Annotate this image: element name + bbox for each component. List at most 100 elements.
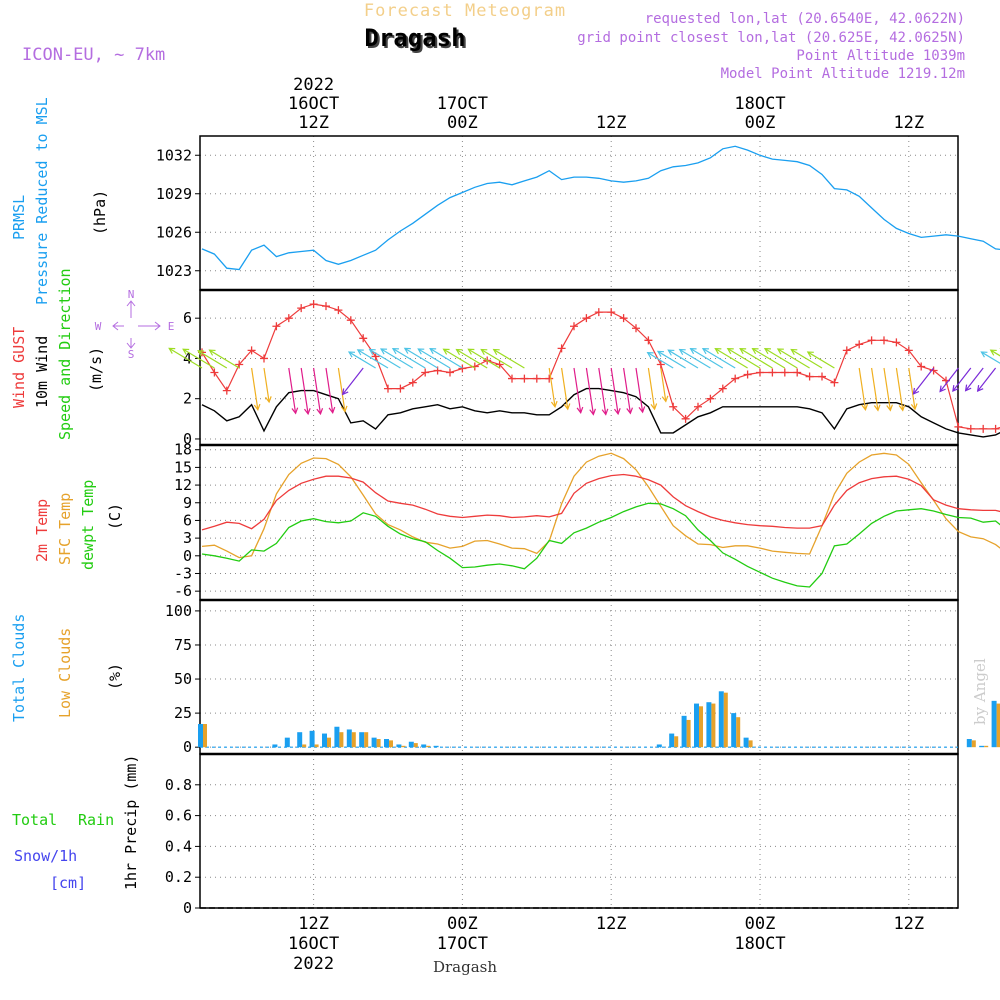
wind-arrow [404,347,438,369]
y-tick-label: 18 [174,441,192,459]
gust-marker [458,364,467,373]
gust-marker [818,372,826,381]
total-cloud-bar [297,732,303,748]
gust-marker [545,374,554,383]
time-tick-label: 12Z [893,113,924,133]
wind-arrow-head [739,348,747,355]
prmsl-label: PRMSL [10,195,28,240]
wind-arrow [561,367,569,410]
time-tick-label: 12Z [298,113,329,133]
bottom-time-axis: 12Z16OCT202200Z17OCT12Z00Z18OCT12Z00Z19O… [288,914,924,974]
wind-arrow-head [912,387,920,395]
gust-marker [644,336,653,345]
wind-arrow [895,367,904,411]
total-cloud-bar [966,739,972,748]
panel-2: 0 2 4 6 [183,289,959,448]
gust-marker [396,384,405,393]
dewpt-line [201,502,1000,588]
gust-marker [421,368,430,377]
gust-marker [855,340,864,349]
low-cloud-bar [736,717,741,748]
panel-5: 0 0.2 0.4 0.6 0.8 [165,753,959,917]
gust-marker [966,424,975,433]
temp-labels: 2m Temp SFC Temp dewpt Temp (C) [33,480,124,570]
wind-arrow-head [492,348,500,356]
y-tick-label: 0 [183,430,192,448]
wind-arrow [858,367,867,410]
gust-marker [297,304,306,313]
wind-arrow [182,348,215,369]
y-tick-label: 12 [174,476,192,494]
wind-arrow [585,367,594,415]
time-tick-label: 16OCT [288,94,339,114]
total-cloud-bar [694,703,699,748]
gust-marker [607,308,616,317]
wind-arrow [443,348,476,369]
wind-arrow [610,367,619,414]
wind-arrow [965,367,984,391]
gust-marker [247,346,256,355]
total-cloud-bar [371,737,377,748]
wind-arrow [777,348,810,369]
total-cloud-bar [991,700,997,748]
wind-arrow [573,367,582,413]
total-clouds-label: Total Clouds [10,614,28,722]
gust-marker [718,384,727,393]
gust-marker [260,354,268,363]
wind-arrow-head [417,348,425,355]
time-tick-label: 17OCT [437,94,488,114]
wind-arrow [764,348,798,369]
gust-marker [656,360,665,369]
time-tick-label: 12Z [596,113,627,133]
gust-marker [694,402,702,411]
y-tick-label: 2 [183,390,192,408]
wind-arrow-head [726,348,734,355]
cloud-labels: Total Clouds Low Clouds (%) [10,614,124,722]
gust-marker [892,338,901,347]
low-cloud-bar [351,732,356,748]
total-cloud-bar [284,737,290,748]
y-tick-label: 0.4 [165,837,192,855]
wind-arrow [468,348,500,369]
gust-marker [619,314,628,323]
time-tick-label: 12Z [298,914,329,934]
location-shadow: Dragash [366,26,467,54]
wind-arrow-head [316,408,324,416]
model-name: ICON-EU, ~ 7km [22,45,165,65]
low-cloud-bar [327,737,331,748]
total-cloud-bar [198,724,203,748]
wind-arrow [480,349,513,369]
total-cloud-bar [421,744,427,748]
gust-marker [830,378,839,387]
gust-marker [954,422,963,431]
time-tick-label: 00Z [745,113,776,133]
wind-labels: Wind GUST 10m Wind Speed and Direction (… [10,268,105,440]
time-tick-label: 16OCT [288,934,339,954]
wind-arrow [739,348,773,369]
compass-e: E [168,320,175,333]
wind-arrow [807,351,835,369]
wind-arrow [348,351,376,369]
gust-marker [309,300,318,309]
wind-arrow [679,349,711,369]
pressure-line [201,145,1000,271]
low-cloud-bar [984,745,989,748]
wind-arrow-head [661,395,669,403]
wind-arrow-head [480,348,488,356]
wind-arrow-head [168,347,176,354]
wind-arrow-head [886,404,893,412]
wind-arrow [263,367,270,403]
wind-arrow-head [613,408,621,416]
wind-arrow [392,348,426,369]
precip-total-label: Total [12,811,57,829]
wind-arrow-head [626,407,634,415]
wind-arrow [313,367,322,414]
total-cloud-bar [743,737,749,748]
wind-arrow-head [898,404,906,412]
footer-location: Dragash [433,958,497,976]
total-cloud-bar [706,702,712,748]
y-tick-label: 75 [174,636,192,654]
wind-arrow [715,348,748,369]
panel-1: 1023 1026 1029 1032 [156,135,959,291]
wind-arrow-head [964,384,972,392]
